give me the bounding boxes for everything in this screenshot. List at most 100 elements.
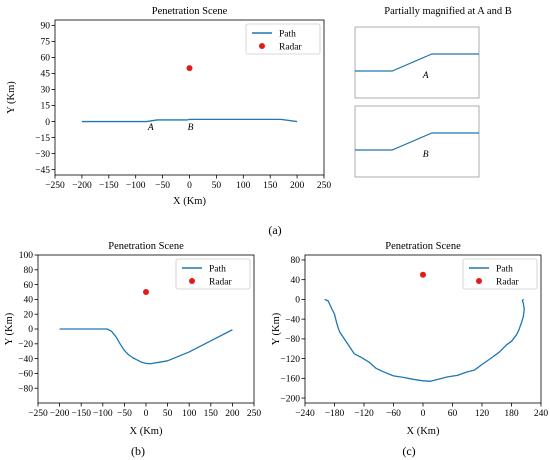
y-tick-label: 80 <box>24 266 34 276</box>
x-tick-label: 250 <box>317 181 332 191</box>
inset-box-A <box>354 26 480 99</box>
x-tick-label: 0 <box>421 409 426 419</box>
x-tick-label: 180 <box>504 409 519 419</box>
chart-b: −250 −200 −150 −100 −50 0 50 100 150 200 250−80−60… <box>4 241 261 458</box>
x-tick-label: −150 <box>71 409 91 419</box>
path-line <box>59 328 233 365</box>
x-tick-label: 150 <box>263 181 278 191</box>
legend-radar-swatch <box>189 278 195 284</box>
y-tick-label: −15 <box>35 134 50 144</box>
y-tick-label: 40 <box>24 296 34 306</box>
x-tick-label: 150 <box>204 409 219 419</box>
annotation-B: B <box>188 123 194 133</box>
y-tick-label: 20 <box>24 310 34 320</box>
y-tick-label: −80 <box>285 335 300 345</box>
x-tick-label: 50 <box>212 181 222 191</box>
x-tick-label: −180 <box>325 409 345 419</box>
x-tick-label: 100 <box>182 409 197 419</box>
x-tick-label: −250 <box>45 181 65 191</box>
x-tick-label: 50 <box>163 409 173 419</box>
y-axis-label: Y (Km) <box>4 312 15 345</box>
y-tick-label: −200 <box>280 394 300 404</box>
chart-title: Penetration Scene <box>152 6 228 17</box>
x-tick-label: −100 <box>126 181 146 191</box>
inset-label-B: B <box>423 150 429 160</box>
y-tick-label: −120 <box>280 355 300 365</box>
y-axis-label: Y (Km) <box>6 81 17 114</box>
inset-title: Partially magnified at A and B <box>384 6 511 17</box>
x-axis-label: X (Km) <box>173 196 206 207</box>
y-tick-label: 75 <box>41 38 51 48</box>
x-tick-label: 60 <box>448 409 458 419</box>
radar-point <box>186 65 193 72</box>
y-tick-label: 15 <box>41 102 51 112</box>
y-tick-label: 40 <box>291 276 301 286</box>
legend: Path Radar <box>245 23 321 55</box>
panel-label: (a) <box>268 223 281 237</box>
x-tick-label: 100 <box>236 181 251 191</box>
inset-label-A: A <box>422 71 429 81</box>
legend-path-label: Path <box>279 30 296 40</box>
y-tick-label: 30 <box>41 86 51 96</box>
x-tick-label: 250 <box>247 409 262 419</box>
x-axis-label: X (Km) <box>130 426 163 437</box>
legend-radar-swatch <box>259 43 265 49</box>
x-tick-label: −150 <box>99 181 119 191</box>
y-tick-label: −40 <box>18 355 33 365</box>
magnified-insets: Partially magnified at A and B A B <box>354 6 512 178</box>
x-tick-label: −50 <box>117 409 132 419</box>
inset-line-B <box>355 132 479 151</box>
x-tick-label: −200 <box>72 181 92 191</box>
legend-radar-label: Radar <box>496 278 520 288</box>
x-tick-label: −120 <box>354 409 374 419</box>
x-tick-label: −50 <box>155 181 170 191</box>
y-tick-label: −45 <box>35 166 50 176</box>
annotation-A: A <box>147 123 154 133</box>
chart-a: −250 −200 −150 −100 −50 0 50 100 150 200 250−45−30… <box>6 6 331 237</box>
legend-radar-label: Radar <box>279 43 303 53</box>
x-tick-label: 240 <box>534 409 549 419</box>
x-tick-label: 120 <box>475 409 490 419</box>
y-tick-label: −160 <box>280 375 300 385</box>
legend-radar-swatch <box>476 278 482 284</box>
path-line <box>81 118 298 123</box>
x-tick-label: 0 <box>187 181 192 191</box>
chart-title: Penetration Scene <box>385 241 461 252</box>
chart-c: −240 −180 −120 −60 0 60 120 180 240 −200 −160 −120 −… <box>271 241 548 458</box>
y-tick-label: −40 <box>285 315 300 325</box>
legend: Path Radar <box>175 258 251 290</box>
x-axis-label: X (Km) <box>407 426 440 437</box>
inset-box-B <box>354 105 480 178</box>
x-tick-label: −200 <box>50 409 70 419</box>
y-tick-label: 0 <box>28 325 33 335</box>
inset-line-A <box>355 53 479 72</box>
y-tick-label: 45 <box>41 70 51 80</box>
y-tick-label: 100 <box>19 251 34 261</box>
y-tick-label: 80 <box>291 256 301 266</box>
chart-title: Penetration Scene <box>108 241 184 252</box>
y-tick-label: −20 <box>18 340 33 350</box>
radar-point <box>420 271 426 278</box>
legend-path-label: Path <box>209 265 226 275</box>
y-tick-label: −80 <box>18 384 33 394</box>
x-tick-label: 0 <box>144 409 149 419</box>
y-tick-label: −60 <box>18 370 33 380</box>
y-tick-label: 0 <box>45 118 50 128</box>
radar-point <box>143 289 149 295</box>
x-tick-label: −60 <box>386 409 401 419</box>
x-tick-label: 200 <box>290 181 305 191</box>
legend-radar-label: Radar <box>209 278 233 288</box>
x-tick-label: −100 <box>93 409 113 419</box>
y-tick-label: 0 <box>295 296 300 306</box>
y-tick-label: 90 <box>41 22 51 32</box>
y-axis-label: Y (Km) <box>271 312 282 345</box>
legend: Path Radar <box>462 258 538 290</box>
panel-label: (c) <box>402 444 415 458</box>
y-tick-label: 60 <box>24 281 34 291</box>
path-line <box>324 298 525 382</box>
panel-label: (b) <box>131 444 145 458</box>
x-tick-label: −250 <box>28 409 48 419</box>
x-tick-label: 200 <box>225 409 240 419</box>
legend-path-label: Path <box>496 265 513 275</box>
